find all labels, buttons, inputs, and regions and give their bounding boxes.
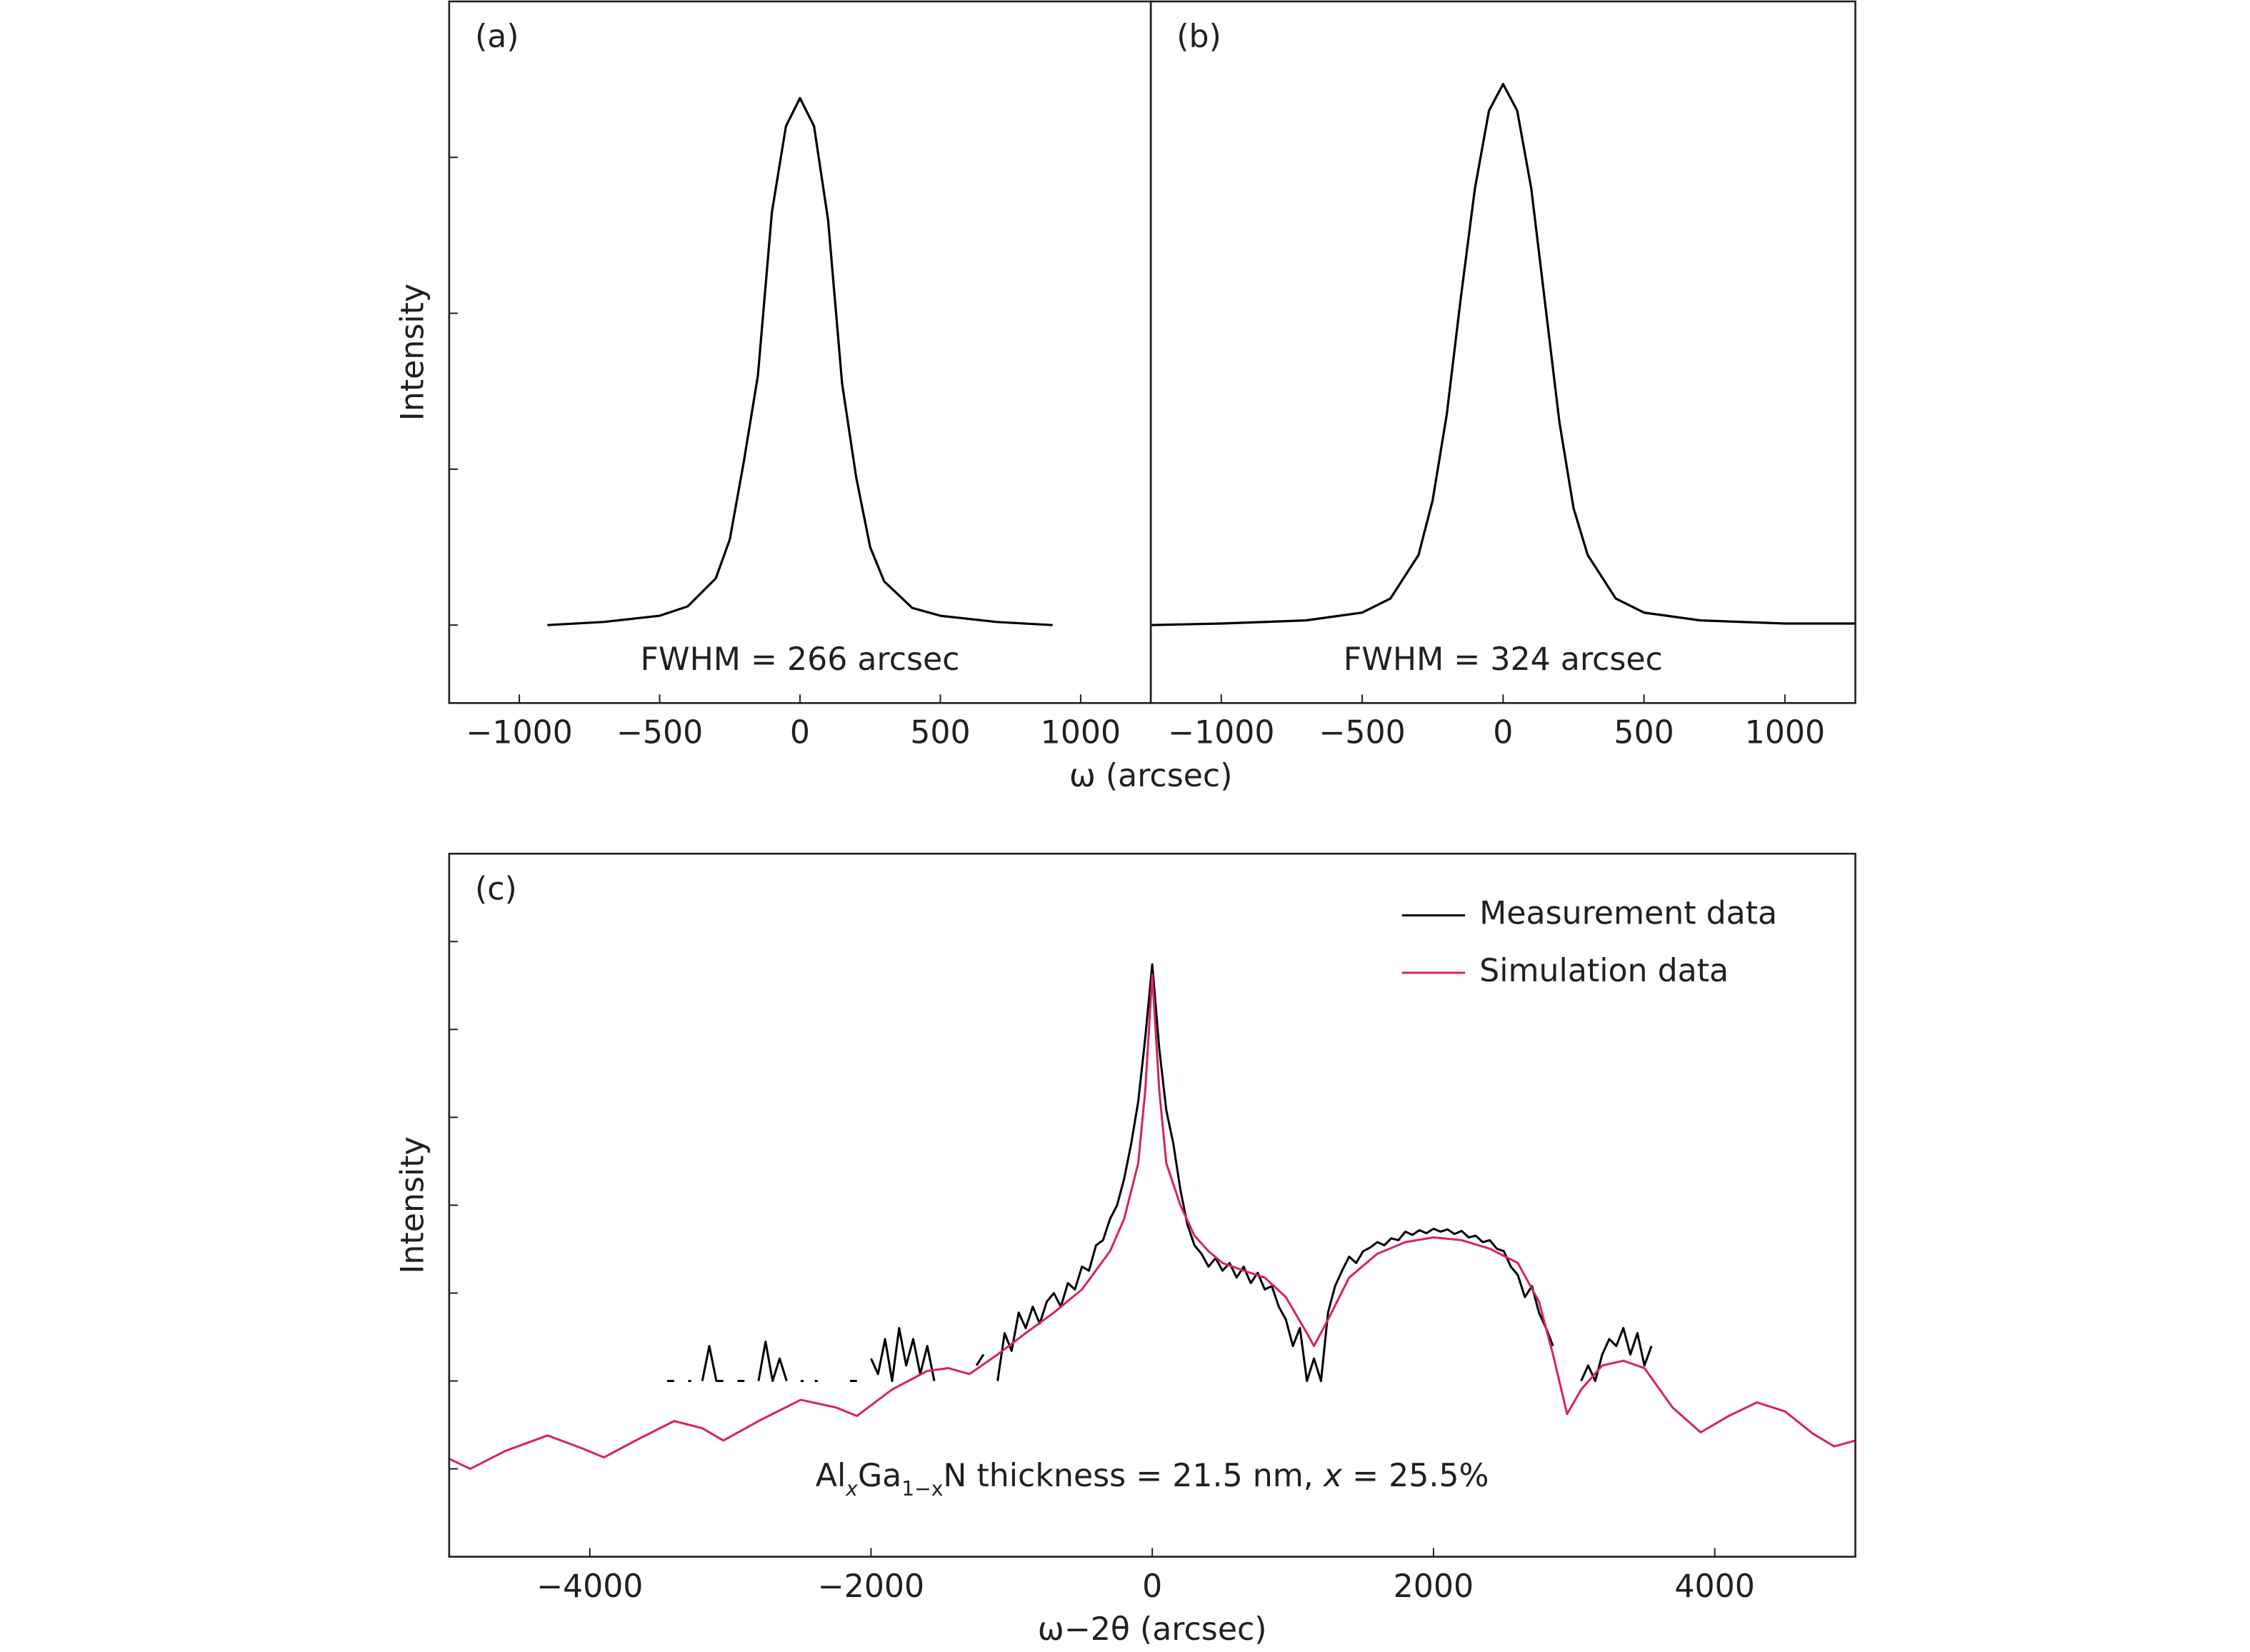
annotation-part: Ga [858, 1458, 901, 1494]
x-tick-label: −2000 [818, 1568, 924, 1605]
x-tick-label: 0 [790, 715, 810, 751]
annotation-part: 1−x [901, 1477, 943, 1501]
annotation-part: x [845, 1477, 858, 1501]
data-line [1151, 83, 1856, 626]
x-tick-label: 500 [1614, 715, 1674, 751]
annotation: FWHM = 324 arcsec [1344, 641, 1663, 678]
x-tick-label: 500 [910, 715, 970, 751]
y-axis-label: Intensity [395, 1136, 431, 1273]
data-line [666, 963, 1653, 1383]
annotation: FWHM = 266 arcsec [640, 641, 959, 678]
annotation: AlxGa1−xN thickness = 21.5 nm, x = 25.5% [816, 1458, 1489, 1501]
x-tick-label: 4000 [1674, 1568, 1754, 1605]
legend-label: Measurement data [1479, 896, 1777, 932]
x-tick-label: 0 [1493, 715, 1513, 751]
y-axis-label: Intensity [395, 284, 431, 421]
x-tick-label: 1000 [1041, 715, 1121, 751]
panel: −1000 −500 0 500 1000 (b) FWHM = 324 arcsec [1149, 0, 1856, 751]
annotation-part: N thickness = 21.5 nm, [943, 1458, 1324, 1494]
x-tick-label: −500 [616, 715, 703, 751]
plot-frame [448, 852, 1856, 1558]
x-axis-label: ω (arcsec) [1069, 758, 1233, 794]
x-axis-label: ω−2θ (arcsec) [1038, 1611, 1267, 1648]
panel-label: (c) [475, 871, 517, 908]
plot-frame [1149, 0, 1856, 704]
x-tick-label: 1000 [1745, 715, 1825, 751]
x-tick-label: 2000 [1394, 1568, 1474, 1605]
x-tick-label: −500 [1319, 715, 1405, 751]
panel: −1000 −500 0 500 1000 (a) FWHM = 266 arcsec Int… [395, 0, 1233, 794]
panel-label: (a) [475, 19, 519, 55]
data-line [547, 96, 1053, 626]
legend-label: Simulation data [1479, 953, 1729, 989]
panel: −4000 −2000 0 2000 4000(c)AlxGa1−xN thicknes… [395, 852, 1856, 1648]
annotation-part: x [1322, 1458, 1343, 1494]
panel-label: (b) [1176, 19, 1221, 55]
annotation-part: = 25.5% [1342, 1458, 1489, 1494]
x-tick-label: 0 [1142, 1568, 1162, 1605]
data-line [449, 973, 1856, 1471]
x-tick-label: −1000 [1168, 715, 1274, 751]
x-tick-label: −1000 [466, 715, 572, 751]
x-tick-label: −4000 [536, 1568, 643, 1605]
annotation-part: Al [816, 1458, 846, 1494]
